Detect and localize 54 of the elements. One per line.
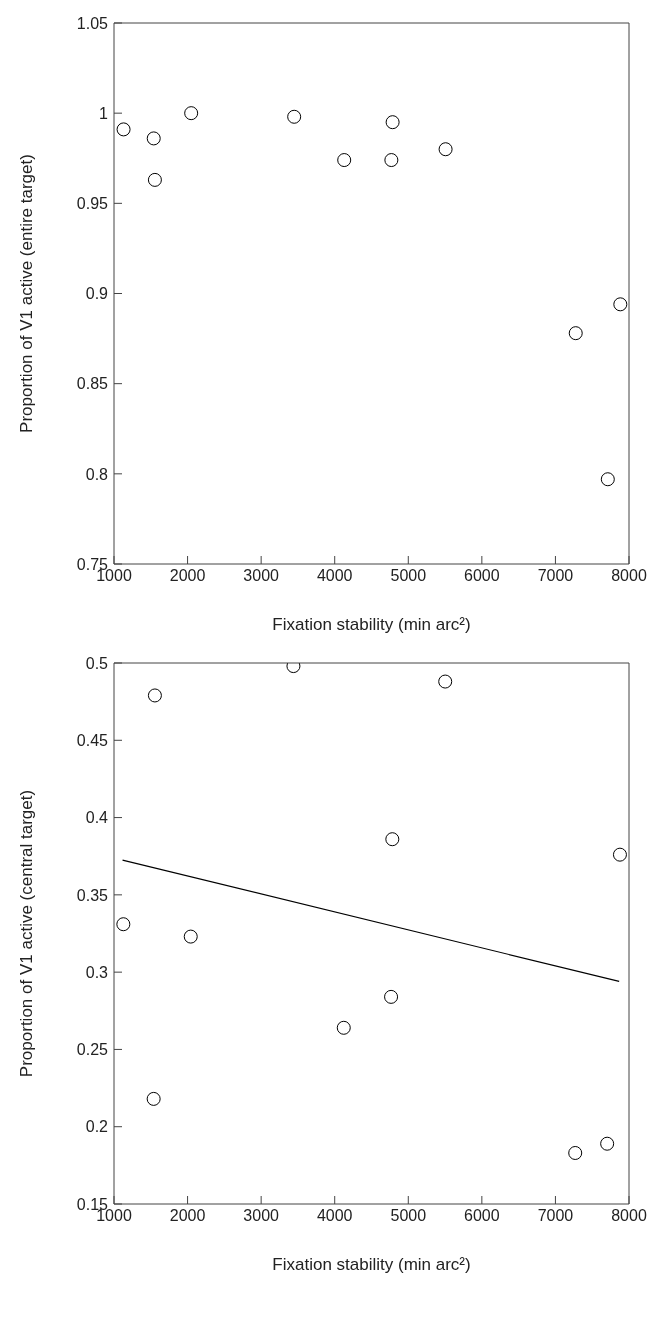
y-tick-label: 0.3 bbox=[85, 963, 109, 981]
y-tick-label: 1.05 bbox=[76, 14, 109, 32]
y-tick-label: 0.35 bbox=[76, 886, 109, 904]
point bbox=[600, 1136, 615, 1151]
point bbox=[147, 688, 162, 703]
x-tick-label: 3000 bbox=[243, 567, 280, 585]
point bbox=[438, 142, 453, 157]
y-tick-label: 1 bbox=[99, 104, 109, 122]
x-tick-label: 4000 bbox=[316, 567, 353, 585]
point bbox=[336, 1020, 351, 1035]
x-tick-label: 7000 bbox=[537, 1207, 574, 1225]
x-axis-title: Fixation stability (min arc²) bbox=[272, 1255, 471, 1274]
y-tick-label: 0.2 bbox=[85, 1118, 109, 1136]
x-tick-label: 4000 bbox=[316, 1207, 353, 1225]
point bbox=[146, 131, 161, 146]
point bbox=[385, 832, 400, 847]
y-tick-label: 0.95 bbox=[76, 195, 109, 213]
y-tick-label: 0.5 bbox=[85, 654, 109, 672]
point bbox=[612, 847, 627, 862]
y-tick-label: 0.9 bbox=[85, 285, 109, 303]
y-tick-label: 0.45 bbox=[76, 731, 109, 749]
point bbox=[337, 153, 352, 168]
x-tick-label: 6000 bbox=[464, 567, 500, 585]
x-tick-label: 6000 bbox=[464, 1207, 500, 1225]
point bbox=[116, 917, 131, 932]
x-tick-label: 5000 bbox=[390, 1207, 427, 1225]
point bbox=[183, 929, 198, 944]
x-tick-label: 3000 bbox=[243, 1207, 280, 1225]
point bbox=[600, 472, 615, 487]
x-axis-title: Fixation stability (min arc²) bbox=[272, 615, 471, 634]
point bbox=[438, 674, 453, 689]
point bbox=[568, 1145, 583, 1160]
point bbox=[568, 326, 583, 341]
y-axis-title: Proportion of V1 active (entire target) bbox=[17, 154, 37, 433]
point bbox=[116, 122, 131, 137]
y-axis-title: Proportion of V1 active (central target) bbox=[17, 789, 37, 1078]
y-tick-label: 0.85 bbox=[76, 375, 109, 393]
y-tick-label: 0.25 bbox=[76, 1041, 109, 1059]
x-tick-label: 8000 bbox=[611, 1207, 647, 1225]
point bbox=[287, 109, 302, 124]
x-tick-label: 8000 bbox=[611, 567, 647, 585]
x-tick-label: 2000 bbox=[169, 567, 206, 585]
x-tick-label: 2000 bbox=[169, 1207, 206, 1225]
point bbox=[613, 297, 628, 312]
x-tick-label: 5000 bbox=[390, 567, 427, 585]
x-tick-label: 7000 bbox=[537, 567, 574, 585]
point bbox=[384, 989, 399, 1004]
point bbox=[184, 106, 199, 121]
point bbox=[385, 115, 400, 130]
point bbox=[147, 172, 162, 187]
point bbox=[384, 153, 399, 168]
point bbox=[146, 1091, 161, 1106]
y-tick-label: 0.8 bbox=[85, 465, 109, 483]
y-tick-label: 0.4 bbox=[85, 809, 109, 827]
